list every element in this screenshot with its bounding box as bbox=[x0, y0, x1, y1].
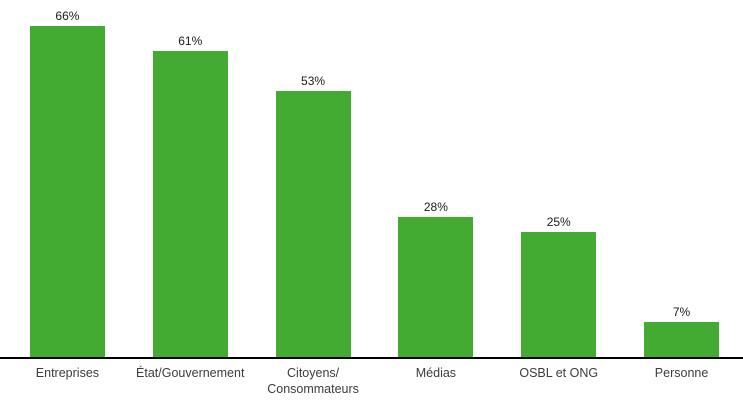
bar bbox=[398, 217, 474, 357]
bar-value-label: 28% bbox=[423, 200, 448, 214]
category-label-line: Personne bbox=[654, 366, 709, 380]
category-label-line: Entreprises bbox=[35, 366, 100, 380]
bar-value-label: 61% bbox=[178, 34, 203, 48]
bar-value-label: 7% bbox=[672, 305, 691, 319]
category-label-line: État/Gouvernement bbox=[136, 366, 245, 380]
bar bbox=[644, 322, 720, 357]
category-label-line: Citoyens/ bbox=[287, 366, 340, 380]
category-label-line: Consommateurs bbox=[267, 381, 359, 396]
category-label: Médias bbox=[374, 366, 497, 397]
plot-area: 66% 61% 53% 28% 25% 7% bbox=[0, 9, 743, 359]
bar bbox=[521, 232, 597, 357]
category-label: Citoyens/Consommateurs bbox=[252, 366, 375, 397]
bar-value-label: 66% bbox=[55, 9, 80, 23]
bar bbox=[275, 91, 351, 357]
bar bbox=[152, 51, 228, 357]
bar-column: 25% bbox=[497, 215, 620, 357]
bar-column: 7% bbox=[620, 305, 743, 357]
category-label: Entreprises bbox=[6, 366, 129, 397]
category-label-line: OSBL et ONG bbox=[519, 366, 599, 380]
bar bbox=[29, 26, 105, 357]
category-labels: Entreprises État/Gouvernement Citoyens/Con… bbox=[0, 359, 743, 397]
category-label: État/Gouvernement bbox=[129, 366, 252, 397]
category-label-line: Médias bbox=[415, 366, 457, 380]
category-label: Personne bbox=[620, 366, 743, 397]
bar-column: 53% bbox=[252, 74, 375, 357]
bar-value-label: 53% bbox=[301, 74, 326, 88]
category-label: OSBL et ONG bbox=[497, 366, 620, 397]
bar-value-label: 25% bbox=[546, 215, 571, 229]
bar-column: 61% bbox=[129, 34, 252, 357]
bar-column: 66% bbox=[6, 9, 129, 357]
bar-column: 28% bbox=[374, 200, 497, 357]
